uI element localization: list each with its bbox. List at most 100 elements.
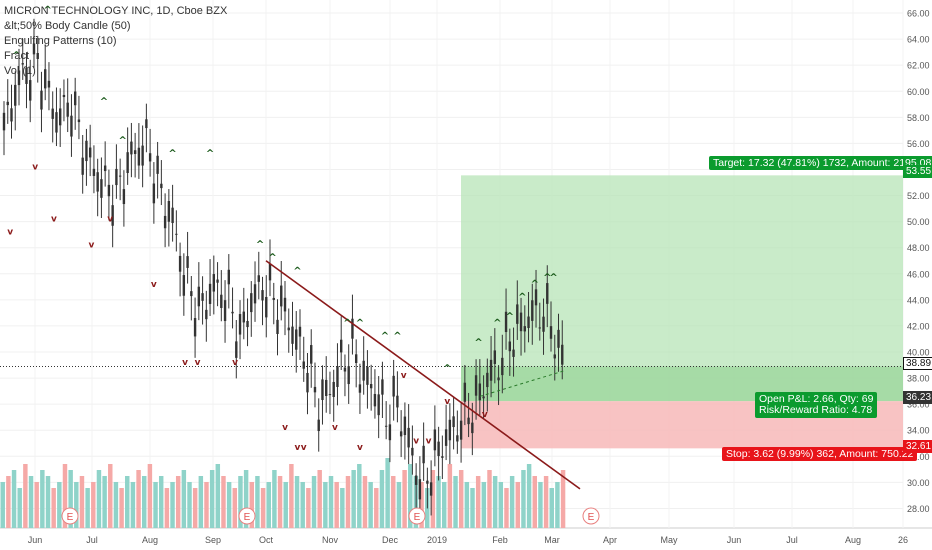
candle-body bbox=[512, 349, 515, 357]
legend-body-candle: &lt;50% Body Candle (50) bbox=[4, 20, 131, 32]
candle-body bbox=[238, 314, 242, 335]
volume-bar bbox=[526, 464, 532, 528]
volume-bar bbox=[441, 482, 447, 528]
y-tick-label: 36.00 bbox=[907, 400, 930, 410]
volume-bar bbox=[45, 476, 51, 528]
candle-body bbox=[381, 379, 384, 395]
volume-bar bbox=[447, 464, 453, 528]
volume-bar bbox=[260, 488, 266, 528]
x-tick-label: Feb bbox=[492, 535, 508, 545]
candle-body bbox=[2, 112, 6, 131]
candle-body bbox=[276, 319, 279, 334]
x-tick-label: 2019 bbox=[427, 535, 447, 545]
volume-bar bbox=[249, 482, 254, 528]
candle-body bbox=[178, 255, 182, 272]
candle-body bbox=[504, 311, 508, 333]
x-tick-label: Jun bbox=[727, 535, 742, 545]
candle-body bbox=[141, 145, 144, 166]
candle-body bbox=[448, 419, 452, 441]
y-tick-label: 48.00 bbox=[907, 243, 930, 253]
fractal-down-marker: v bbox=[444, 397, 450, 407]
volume-bar bbox=[374, 488, 379, 528]
x-tick-label: Apr bbox=[603, 535, 617, 545]
candle-body bbox=[452, 416, 455, 428]
candle-body bbox=[231, 311, 234, 314]
y-tick-label: 42.00 bbox=[907, 321, 930, 331]
fractal-down-marker: v bbox=[295, 443, 301, 453]
fractal-down-marker: v bbox=[482, 410, 488, 420]
fractal-down-marker: v bbox=[7, 228, 13, 238]
candle-body bbox=[118, 175, 122, 177]
candle-body bbox=[163, 215, 167, 229]
volume-bar bbox=[96, 470, 102, 528]
volume-bar bbox=[391, 476, 396, 528]
volume-bar bbox=[142, 476, 147, 528]
volume-bar bbox=[79, 476, 85, 528]
candle-body bbox=[51, 108, 54, 119]
volume-bar bbox=[555, 482, 560, 528]
candle-body bbox=[474, 375, 478, 396]
volume-bar bbox=[85, 488, 90, 528]
earnings-label: E bbox=[244, 512, 251, 523]
candle-body bbox=[508, 341, 511, 352]
candle-body bbox=[6, 101, 9, 106]
candle-body bbox=[534, 289, 538, 306]
volume-bar bbox=[130, 482, 136, 528]
volume-bar bbox=[396, 482, 402, 528]
candle-body bbox=[223, 300, 227, 322]
candle-body bbox=[62, 94, 66, 98]
volume-bar bbox=[136, 470, 141, 528]
fractal-down-marker: v bbox=[51, 215, 57, 225]
volume-bar bbox=[0, 482, 5, 528]
candle-body bbox=[298, 326, 302, 337]
earnings-marker bbox=[61, 507, 79, 525]
earnings-label: E bbox=[414, 512, 421, 523]
target-label: Target: 17.32 (47.81%) 1732, Amount: 219… bbox=[709, 156, 932, 170]
candle-body bbox=[190, 291, 193, 297]
candle-body bbox=[291, 326, 294, 344]
candle-body bbox=[167, 200, 171, 222]
candle-body bbox=[444, 429, 448, 446]
x-tick-label: Jun bbox=[28, 535, 43, 545]
volume-bar bbox=[487, 470, 492, 528]
volume-bar bbox=[238, 476, 243, 528]
y-tick-label: 64.00 bbox=[907, 35, 930, 45]
volume-bar bbox=[158, 476, 164, 528]
candle-body bbox=[321, 379, 324, 401]
candle-body bbox=[467, 417, 470, 425]
candle-body bbox=[549, 326, 553, 339]
candle-body bbox=[471, 422, 474, 434]
candle-body bbox=[66, 102, 69, 117]
y-tick-label: 44.00 bbox=[907, 295, 930, 305]
fractal-up-marker: ^ bbox=[100, 96, 108, 107]
candle-body bbox=[122, 189, 126, 205]
volume-bar bbox=[34, 482, 39, 528]
candle-body bbox=[531, 300, 534, 321]
volume-bar bbox=[232, 488, 238, 528]
candle-body bbox=[519, 312, 523, 332]
volume-bar bbox=[17, 488, 22, 528]
volume-bar bbox=[153, 482, 158, 528]
candle-body bbox=[32, 43, 36, 55]
candle-body bbox=[306, 372, 309, 393]
candle-body bbox=[126, 152, 129, 174]
candle-body bbox=[208, 283, 212, 304]
candle-body bbox=[250, 293, 253, 313]
fractal-down-marker: v bbox=[357, 443, 363, 453]
candle-body bbox=[332, 381, 335, 397]
volume-bar bbox=[498, 482, 504, 528]
candle-body bbox=[77, 119, 81, 123]
fractal-up-marker: ^ bbox=[168, 148, 176, 159]
candle-body bbox=[70, 115, 73, 137]
candle-body bbox=[411, 447, 414, 456]
volume-bar bbox=[306, 488, 311, 528]
fractal-down-marker: v bbox=[413, 436, 419, 446]
candle-body bbox=[17, 70, 21, 86]
fractal-down-marker: v bbox=[182, 358, 188, 368]
x-tick-label: Sep bbox=[205, 535, 221, 545]
candle-body bbox=[268, 263, 272, 281]
volume-bar bbox=[187, 482, 192, 528]
volume-bar bbox=[458, 470, 464, 528]
candle-body bbox=[433, 429, 437, 451]
